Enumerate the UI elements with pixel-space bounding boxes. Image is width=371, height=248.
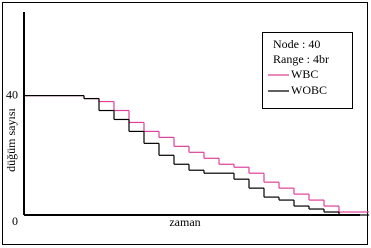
y-axis-label: düğüm sayısı xyxy=(4,108,18,172)
x-axis-label: zaman xyxy=(169,215,200,229)
legend-label: WBC xyxy=(291,67,318,81)
legend-box xyxy=(262,32,353,109)
y-tick-label: 0 xyxy=(12,214,18,228)
annotation: Range : 4br xyxy=(273,52,329,66)
y-tick-label: 40 xyxy=(6,87,18,101)
legend-label: WOBC xyxy=(291,83,327,97)
annotation: Node : 40 xyxy=(273,37,320,51)
